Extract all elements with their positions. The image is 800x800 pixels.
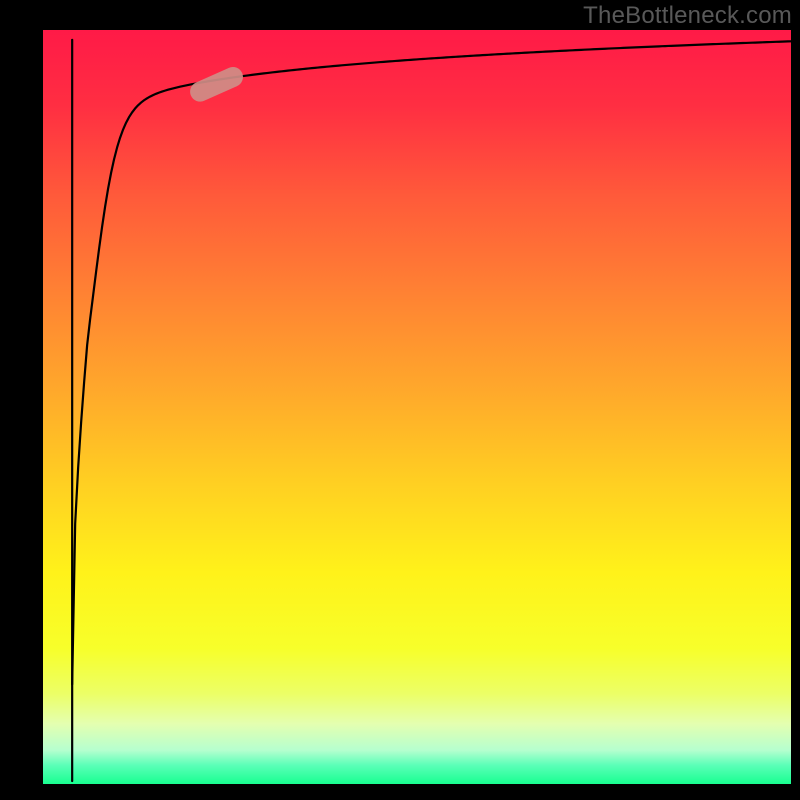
- heat-plot-area: [43, 30, 791, 784]
- watermark-text: TheBottleneck.com: [583, 2, 792, 30]
- bottleneck-chart: [0, 0, 800, 800]
- chart-stage: TheBottleneck.com: [0, 0, 800, 800]
